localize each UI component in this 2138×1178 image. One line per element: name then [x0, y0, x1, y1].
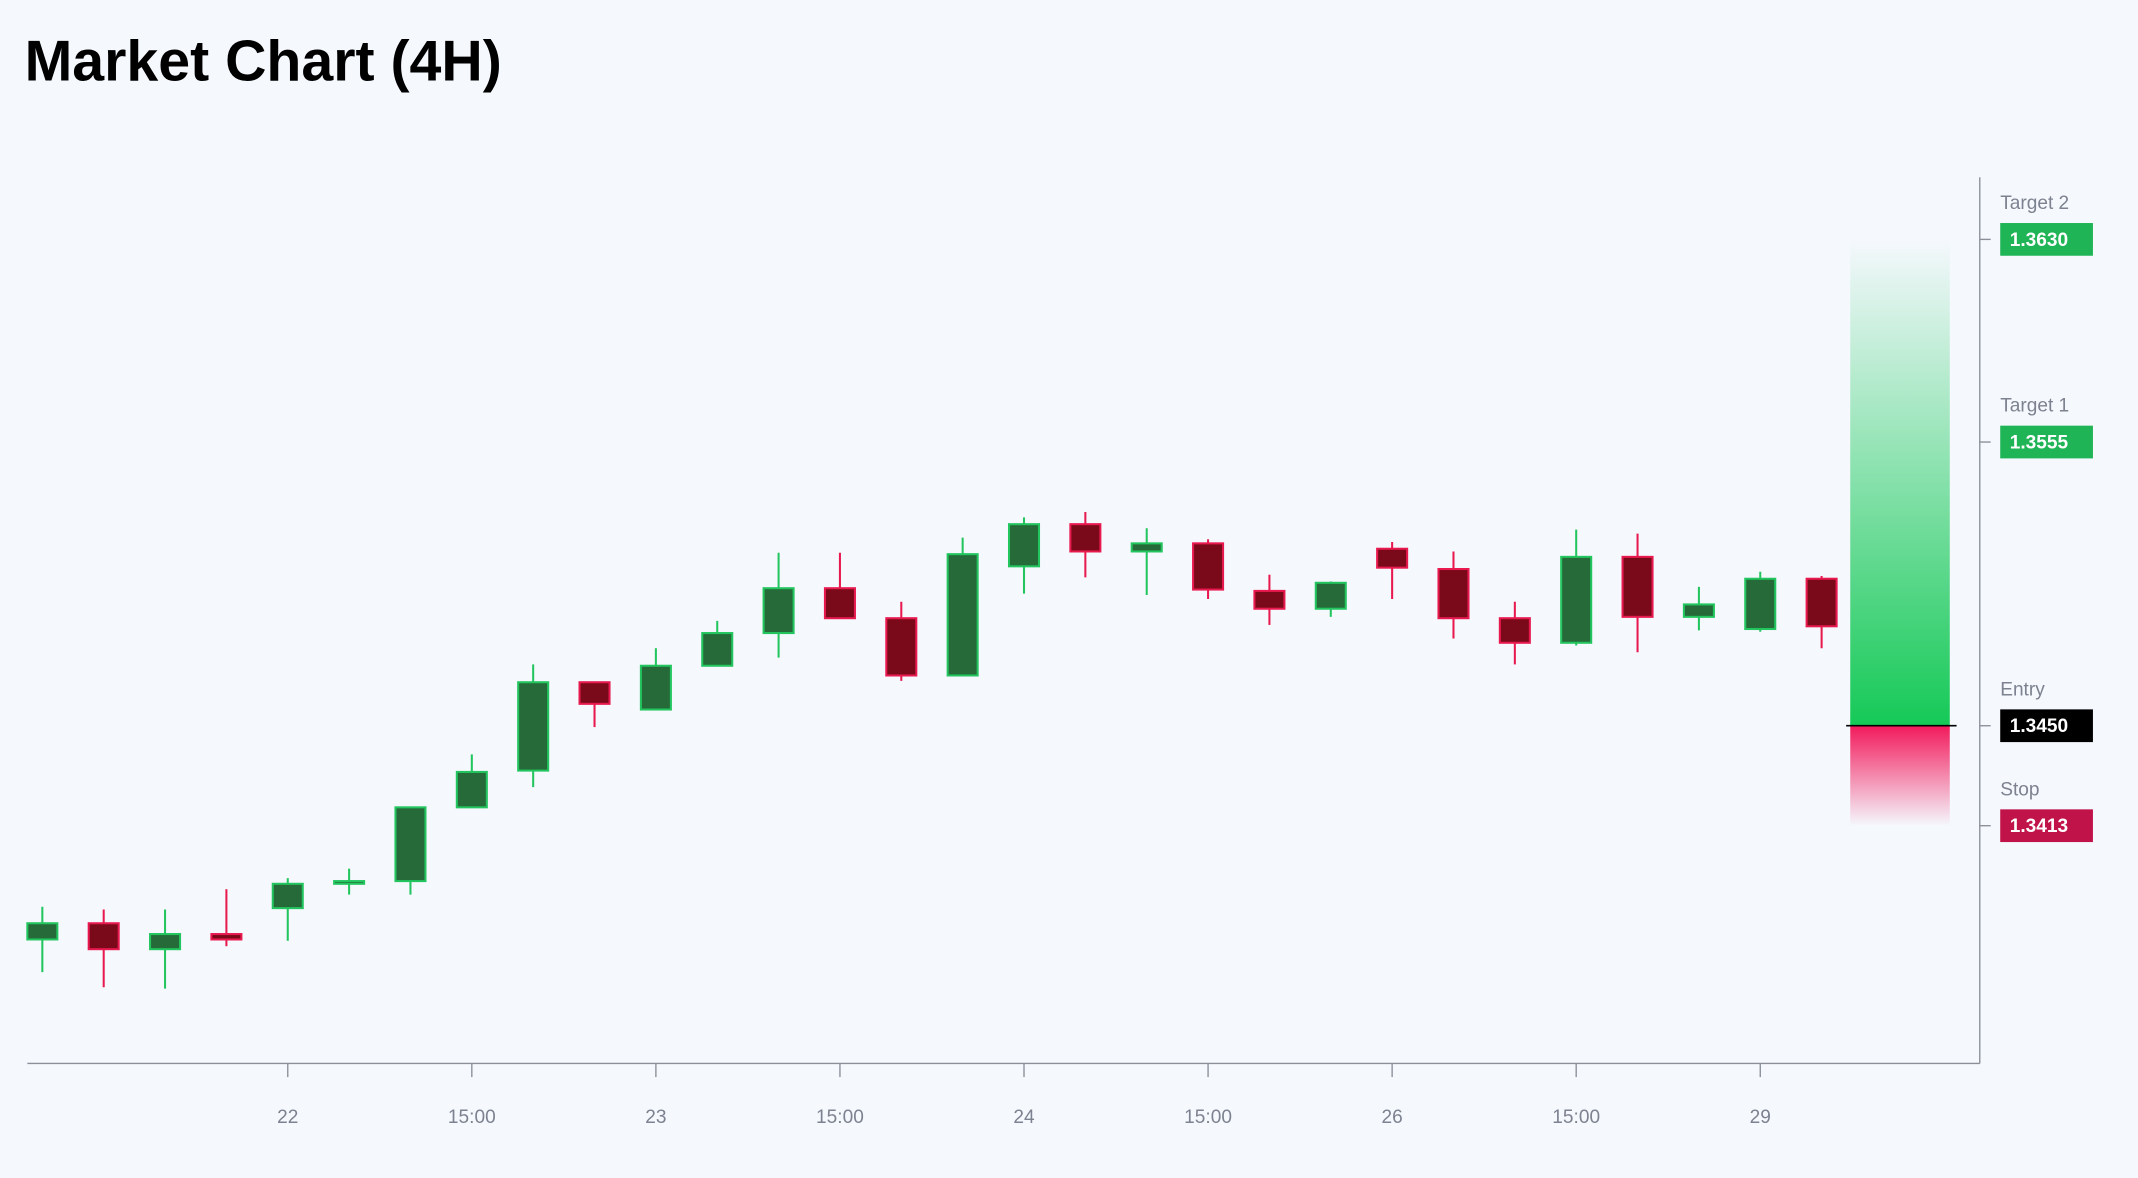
x-tick-label: 15:00	[1552, 1107, 1600, 1128]
candle-body	[1805, 577, 1838, 628]
x-tick-label: 15:00	[1184, 1107, 1232, 1128]
x-tick-label: 15:00	[816, 1107, 864, 1128]
candle-body	[1744, 577, 1777, 631]
candle-body	[701, 632, 734, 667]
candle-body	[762, 587, 795, 635]
level-badge	[2000, 223, 2093, 256]
candle-body	[1130, 542, 1163, 553]
level-badge	[2000, 709, 2093, 743]
candle-body	[1192, 542, 1225, 591]
x-tick-label: 23	[645, 1107, 666, 1128]
candle-body	[455, 770, 488, 809]
level-name: Target 2	[2000, 193, 2069, 214]
x-tick-label: 22	[277, 1107, 298, 1128]
candle-body	[394, 806, 427, 883]
candle-body	[517, 681, 550, 772]
candle-body	[1069, 523, 1102, 553]
candle-body	[271, 882, 304, 910]
candle-body	[1682, 603, 1715, 618]
level-badge	[2000, 425, 2093, 459]
candle-body	[1007, 523, 1041, 568]
level-badge	[2000, 809, 2093, 843]
x-tick-label: 26	[1382, 1107, 1403, 1128]
level-value: 1.3413	[2010, 816, 2068, 837]
candle-body	[1560, 555, 1593, 644]
level-name: Entry	[2000, 679, 2045, 700]
loss-zone	[1850, 725, 1950, 826]
candle-body	[26, 922, 59, 941]
candle-body	[1253, 589, 1286, 610]
level-value: 1.3450	[2010, 716, 2068, 737]
candle-body	[87, 922, 120, 951]
candle-body	[333, 880, 366, 885]
level-name: Target 1	[2000, 396, 2069, 417]
x-tick-label: 29	[1750, 1107, 1771, 1128]
candle-body	[885, 617, 918, 677]
chart-title: Market Chart (4H)	[25, 30, 502, 94]
candle-body	[1314, 581, 1347, 610]
level-value: 1.3555	[2010, 432, 2069, 453]
level-value: 1.3630	[2010, 230, 2068, 251]
candle-body	[946, 553, 979, 677]
level-name: Stop	[2000, 779, 2039, 800]
candle-body	[210, 933, 243, 941]
candle-body	[578, 681, 611, 705]
candle-body	[639, 664, 672, 711]
candle-body	[823, 587, 856, 620]
candle-body	[1437, 567, 1470, 620]
candle-body	[1498, 617, 1531, 644]
profit-zone	[1850, 239, 1950, 726]
candle-body	[1376, 547, 1409, 569]
x-tick-label: 15:00	[448, 1107, 496, 1128]
candle-body	[149, 933, 182, 951]
x-tick-label: 24	[1013, 1107, 1035, 1128]
candle-body	[1621, 555, 1654, 618]
